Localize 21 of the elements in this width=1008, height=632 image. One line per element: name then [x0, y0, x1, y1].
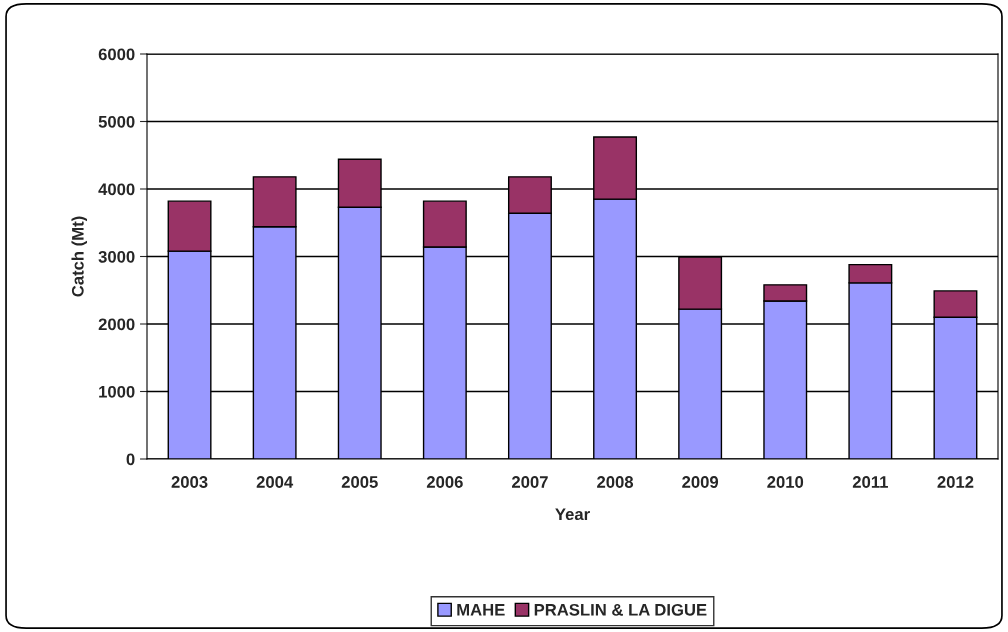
x-tick-label: 2009: [682, 476, 719, 488]
x-tick-label: 2011: [852, 476, 888, 488]
y-tick-label: 0: [126, 453, 135, 466]
x-tick-label: 2005: [341, 476, 378, 488]
x-tick-label: 2007: [511, 476, 548, 488]
legend-label: MAHE: [457, 604, 505, 616]
y-axis-title: Catch (Mt): [71, 216, 88, 297]
x-tick-label: 2010: [767, 476, 804, 488]
x-tick-label: 2008: [597, 476, 634, 488]
y-tick-label: 4000: [98, 183, 135, 196]
legend-label: PRASLIN & LA DIGUE: [534, 603, 707, 616]
x-tick-label: 2003: [171, 476, 208, 488]
y-tick-label: 5000: [98, 115, 135, 128]
x-tick-label: 2012: [937, 476, 974, 488]
y-tick-label: 2000: [98, 318, 135, 331]
y-tick-label: 1000: [99, 385, 135, 398]
y-tick-label: 3000: [98, 250, 135, 263]
x-tick-label: 2006: [426, 476, 463, 488]
x-axis-title: Year: [555, 508, 590, 521]
y-tick-label: 6000: [98, 48, 135, 61]
x-tick-label: 2004: [256, 476, 294, 488]
